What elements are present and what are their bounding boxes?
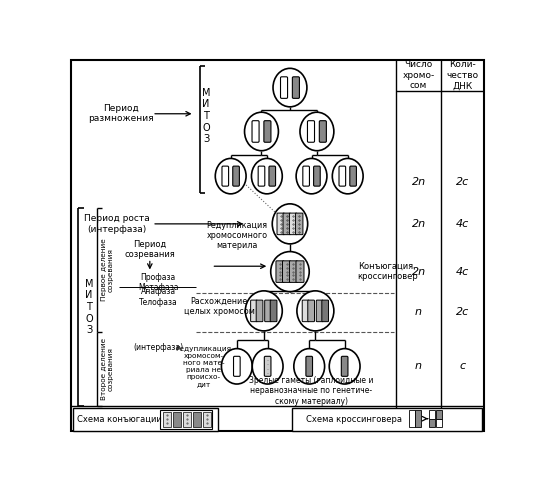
Bar (436, 418, 441, 427)
Ellipse shape (252, 158, 282, 194)
Bar (292, 408, 483, 431)
FancyBboxPatch shape (292, 77, 299, 98)
Bar (430, 418, 435, 427)
Text: 2c: 2c (456, 308, 469, 317)
FancyBboxPatch shape (302, 300, 309, 322)
Ellipse shape (296, 158, 327, 194)
FancyBboxPatch shape (289, 213, 297, 235)
FancyBboxPatch shape (269, 166, 275, 186)
FancyBboxPatch shape (277, 213, 285, 235)
Text: Первое деление
созревания: Первое деление созревания (101, 239, 114, 301)
Bar (183, 412, 190, 427)
FancyBboxPatch shape (252, 121, 259, 142)
Text: Число
хромо-
сом: Число хромо- сом (403, 60, 434, 90)
Ellipse shape (221, 348, 252, 384)
Text: М
И
Т
О
З: М И Т О З (85, 279, 93, 335)
Ellipse shape (270, 252, 309, 292)
Ellipse shape (245, 291, 282, 331)
Bar (410, 410, 415, 427)
Bar (430, 410, 435, 418)
Text: Расхождение
целых хромосом: Расхождение целых хромосом (184, 296, 255, 316)
FancyBboxPatch shape (341, 356, 348, 376)
Text: 2n: 2n (412, 176, 426, 187)
Ellipse shape (294, 348, 325, 384)
Bar (173, 412, 181, 427)
FancyBboxPatch shape (265, 300, 272, 322)
Text: c: c (459, 361, 465, 371)
Text: Схема конъюгации: Схема конъюгации (77, 415, 161, 424)
Text: 2n: 2n (412, 267, 426, 277)
Text: Редупликация
хромосомного
материла: Редупликация хромосомного материла (206, 221, 267, 250)
FancyBboxPatch shape (264, 121, 271, 142)
Ellipse shape (297, 291, 334, 331)
FancyBboxPatch shape (250, 300, 258, 322)
FancyBboxPatch shape (303, 166, 309, 186)
FancyBboxPatch shape (350, 166, 357, 186)
FancyBboxPatch shape (308, 300, 314, 322)
FancyBboxPatch shape (233, 166, 239, 186)
FancyBboxPatch shape (282, 261, 291, 282)
Bar (73, 408, 217, 431)
Text: Конъюгация,
кроссинговер: Конъюгация, кроссинговер (358, 262, 419, 281)
Text: М
И
Т
О
З: М И Т О З (202, 88, 210, 144)
Bar (436, 410, 441, 418)
FancyBboxPatch shape (281, 77, 288, 98)
Text: Профаза
Метафаза: Профаза Метафаза (138, 273, 179, 292)
FancyBboxPatch shape (306, 356, 313, 376)
FancyBboxPatch shape (258, 166, 265, 186)
Ellipse shape (300, 112, 334, 151)
Ellipse shape (273, 69, 307, 107)
FancyBboxPatch shape (296, 261, 304, 282)
FancyBboxPatch shape (270, 300, 277, 322)
Text: Схема кроссинговера: Схема кроссинговера (306, 415, 402, 424)
Text: n: n (415, 361, 422, 371)
FancyBboxPatch shape (256, 300, 263, 322)
Text: n: n (415, 308, 422, 317)
FancyBboxPatch shape (289, 261, 298, 282)
Text: Анафаза
Телофаза: Анафаза Телофаза (139, 287, 177, 307)
FancyBboxPatch shape (322, 300, 328, 322)
FancyBboxPatch shape (234, 356, 240, 376)
FancyBboxPatch shape (319, 121, 326, 142)
Bar (160, 410, 212, 429)
Text: 2c: 2c (456, 176, 469, 187)
FancyBboxPatch shape (307, 121, 314, 142)
Ellipse shape (329, 348, 360, 384)
FancyBboxPatch shape (222, 166, 229, 186)
FancyBboxPatch shape (276, 261, 284, 282)
Text: 4c: 4c (456, 267, 469, 277)
FancyBboxPatch shape (316, 300, 323, 322)
FancyBboxPatch shape (314, 166, 320, 186)
Bar (193, 412, 201, 427)
FancyBboxPatch shape (265, 356, 271, 376)
Ellipse shape (252, 348, 283, 384)
Text: Период
созревания: Период созревания (124, 240, 175, 259)
Text: 4c: 4c (456, 219, 469, 229)
Bar (415, 410, 421, 427)
Text: Редупликация
хромосом-
ного мате-
риала не
происхо-
дит: Редупликация хромосом- ного мате- риала … (176, 346, 232, 387)
Text: 2n: 2n (412, 219, 426, 229)
FancyBboxPatch shape (339, 166, 346, 186)
Text: (интерфаза): (интерфаза) (133, 343, 183, 352)
Ellipse shape (332, 158, 363, 194)
Ellipse shape (272, 204, 308, 244)
Bar (203, 412, 210, 427)
Ellipse shape (245, 112, 279, 151)
FancyBboxPatch shape (283, 213, 291, 235)
Text: Зрелые гаметы (гаплоидные и
неравнозначные по генетиче-
скому материалу): Зрелые гаметы (гаплоидные и неравнозначн… (249, 376, 374, 406)
Text: Период
размножения: Период размножения (89, 104, 154, 123)
Text: Коли-
чество
ДНК: Коли- чество ДНК (446, 60, 478, 90)
Text: Период роста
(интерфаза): Период роста (интерфаза) (84, 214, 150, 234)
Ellipse shape (215, 158, 246, 194)
Text: Второе деление
созревания: Второе деление созревания (101, 338, 114, 399)
Bar (163, 412, 170, 427)
FancyBboxPatch shape (295, 213, 303, 235)
